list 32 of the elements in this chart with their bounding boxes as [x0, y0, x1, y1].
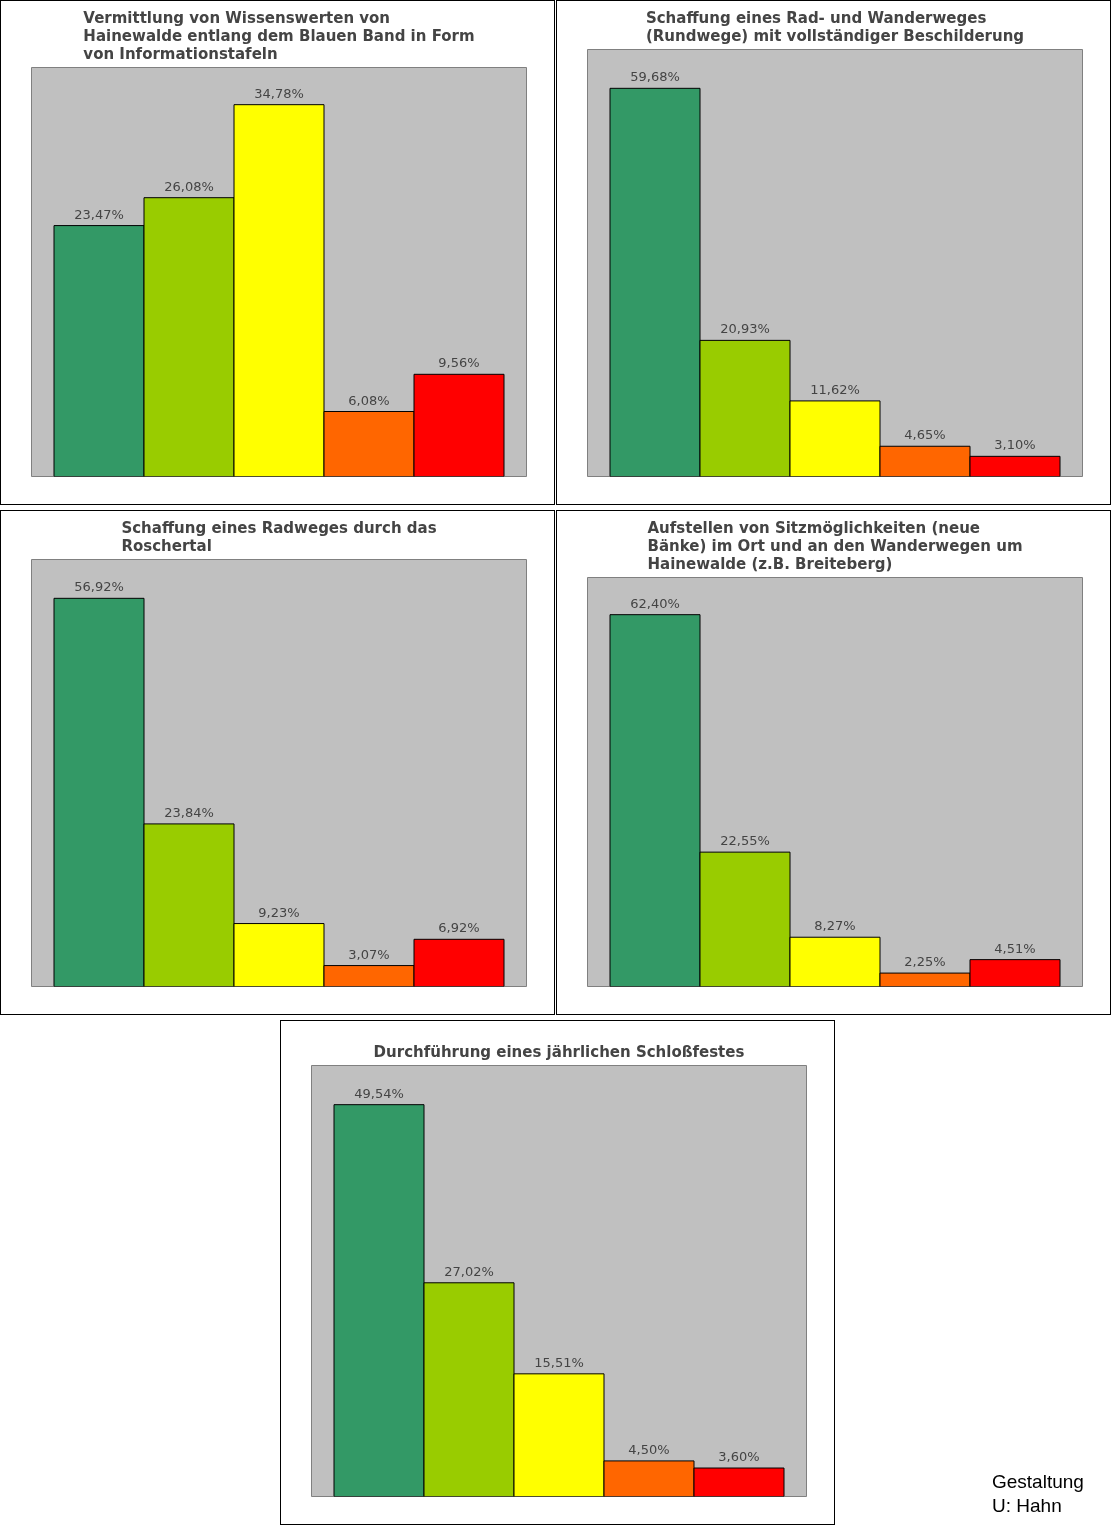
- data-label: 62,40%: [630, 595, 680, 611]
- data-label: 3,60%: [718, 1449, 760, 1465]
- text: U: Hahn: [992, 1495, 1062, 1516]
- data-label: 3,07%: [348, 946, 390, 962]
- chart-title: Schaffung eines Rad- und Wanderweges (Rundwege) mit vollständiger Beschilderung: [645, 8, 1025, 45]
- data-label: 23,84%: [164, 804, 214, 820]
- data-label: 56,92%: [74, 579, 124, 595]
- data-label: 3,10%: [994, 437, 1036, 453]
- data-label: 8,27%: [814, 918, 856, 934]
- data-label: 49,54%: [354, 1085, 404, 1101]
- data-label: 23,47%: [74, 206, 124, 222]
- chart-title: Schaffung eines Radweges durch das Roschertal: [121, 518, 437, 555]
- data-label: 11,62%: [810, 381, 860, 397]
- data-label: 4,65%: [904, 427, 946, 443]
- data-label: 4,51%: [994, 940, 1036, 956]
- chart-title: Vermittlung von Wissenswerten von Hainewalde entlang dem Blauen Band in Form von Informationstafeln: [83, 8, 475, 63]
- text: Gestaltung: [992, 1471, 1084, 1492]
- data-label: 20,93%: [720, 321, 770, 337]
- data-label: 4,50%: [628, 1441, 670, 1457]
- data-label: 15,51%: [534, 1354, 584, 1370]
- data-label: 9,23%: [258, 904, 300, 920]
- data-label: 9,56%: [438, 355, 480, 371]
- data-label: 22,55%: [720, 833, 770, 849]
- chart-title: Aufstellen von Sitzmöglichkeiten (neue Bänke) im Ort und an den Wanderwegen um Hainewalde (z.B. Breiteberg): [647, 518, 1023, 573]
- data-label: 27,02%: [444, 1263, 494, 1279]
- data-label: 59,68%: [630, 69, 680, 85]
- chart-title: Durchführung eines jährlichen Schloßfestes: [373, 1042, 745, 1061]
- data-label: 34,78%: [254, 85, 304, 101]
- data-label: 26,08%: [164, 178, 214, 194]
- data-label: 6,08%: [348, 392, 390, 408]
- data-label: 2,25%: [904, 954, 946, 970]
- data-label: 6,92%: [438, 920, 480, 936]
